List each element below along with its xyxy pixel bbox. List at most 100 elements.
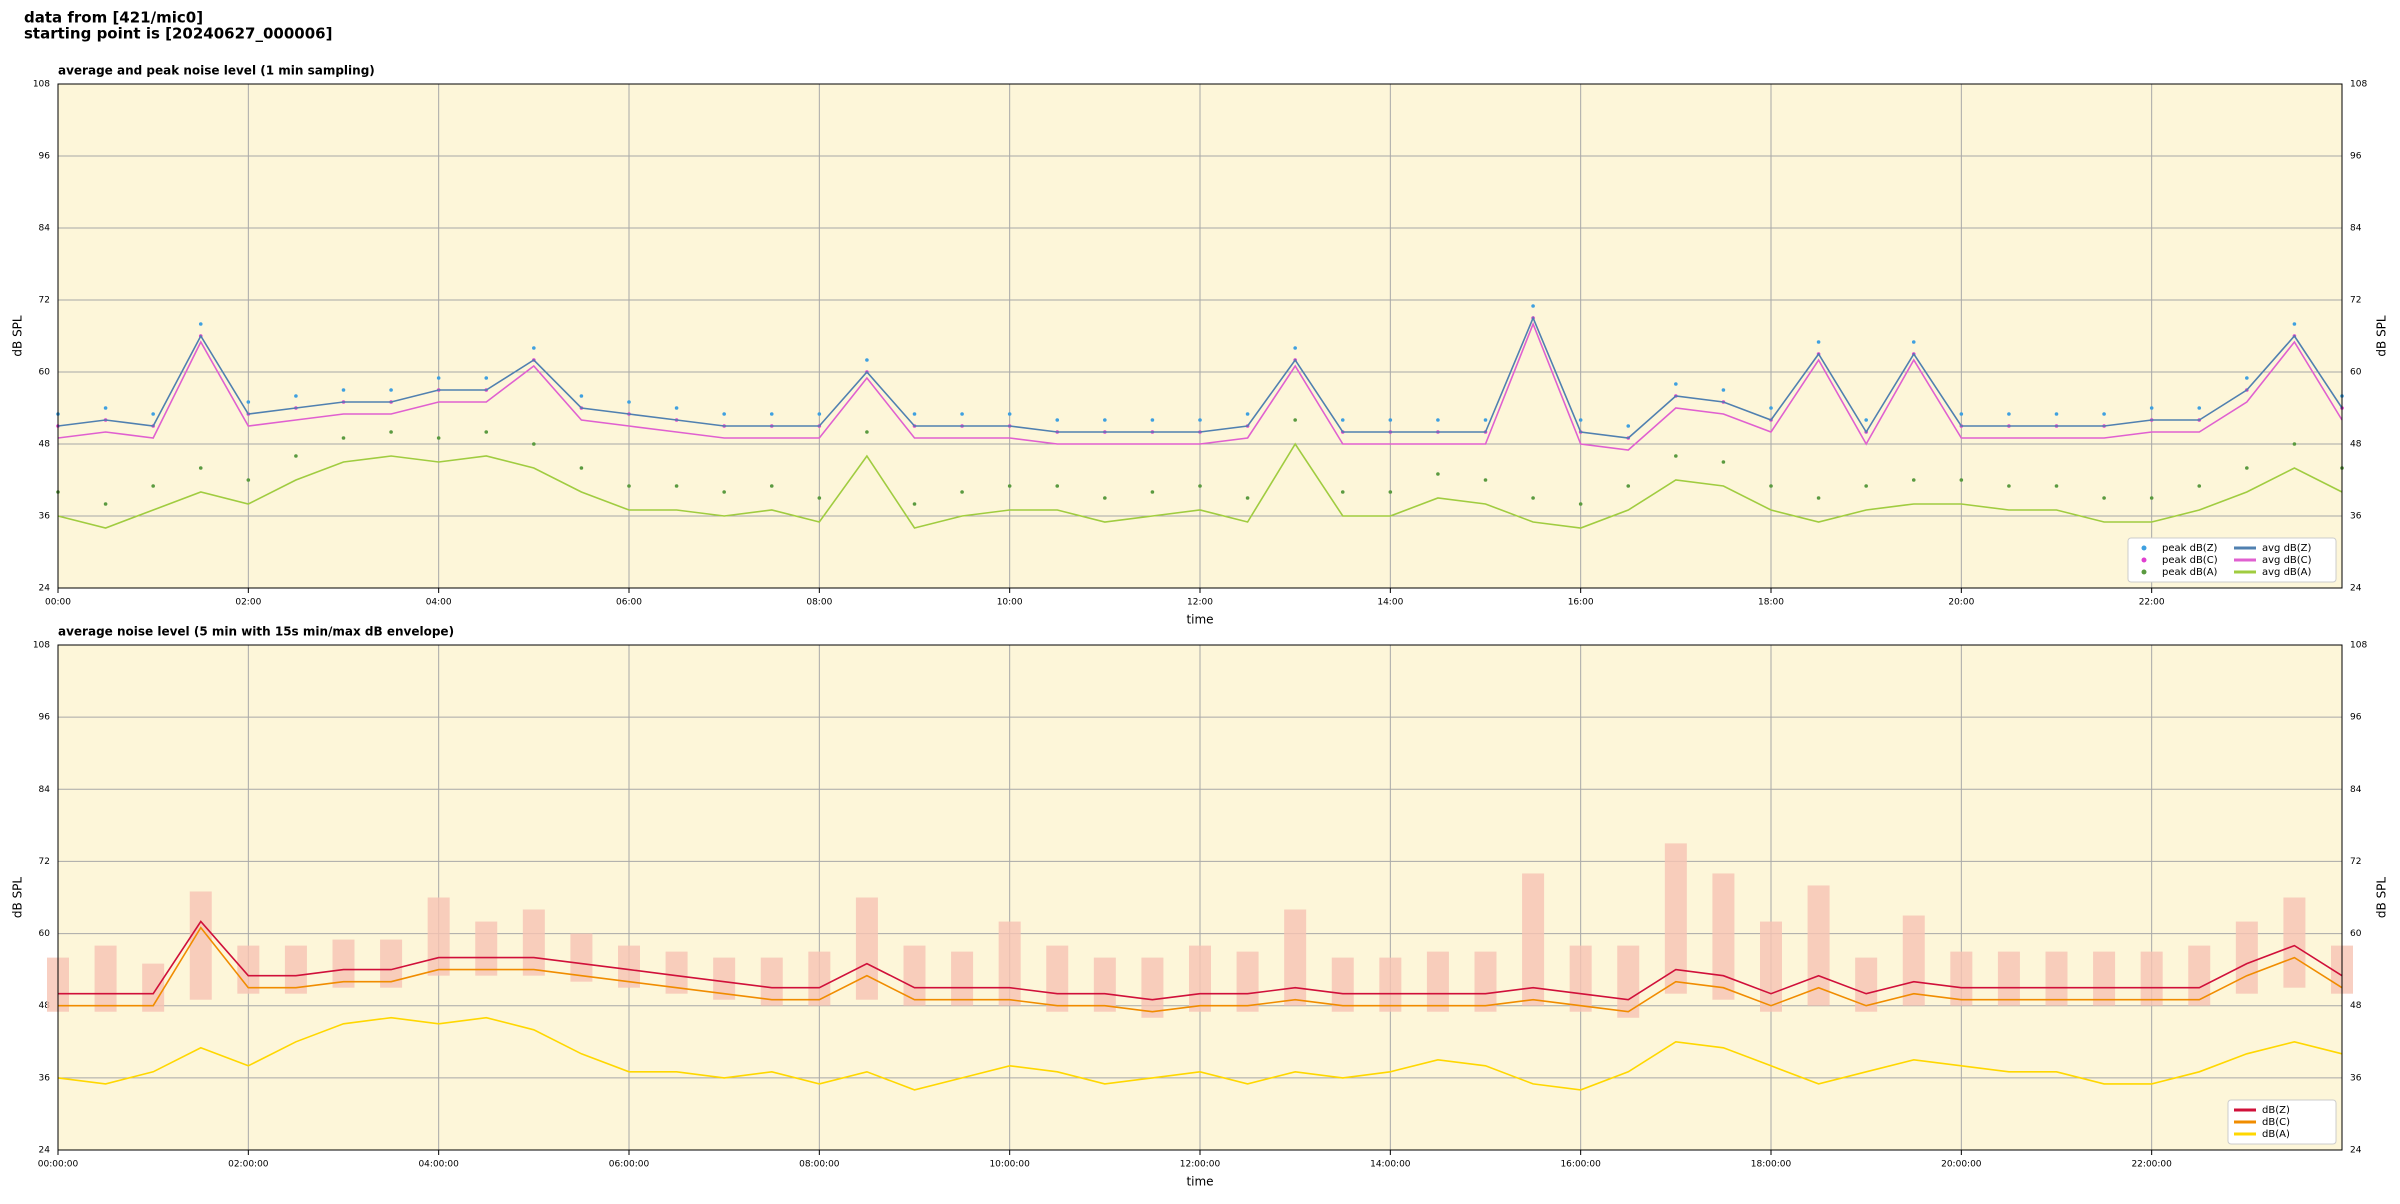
peak-point — [1578, 418, 1583, 422]
peak-point — [1007, 484, 1012, 488]
peak-point — [1911, 340, 1916, 344]
x-tick-label: 00:00 — [45, 598, 71, 608]
y-tick-label-right: 24 — [2350, 584, 2362, 594]
peak-point — [1198, 484, 1202, 488]
envelope-band — [284, 945, 307, 994]
peak-point — [674, 484, 679, 488]
x-tick-label: 02:00:00 — [228, 1160, 269, 1170]
envelope-band — [1284, 909, 1307, 1006]
peak-point — [151, 412, 155, 416]
peak-point — [2054, 484, 2059, 488]
peak-point — [865, 430, 869, 434]
envelope-band — [2093, 951, 2116, 1006]
peak-point — [1911, 478, 1916, 482]
peak-point — [2054, 412, 2059, 416]
peak-point — [1436, 418, 1440, 422]
y-tick-label: 108 — [33, 80, 50, 90]
x-tick-label: 22:00:00 — [2131, 1160, 2172, 1170]
envelope-band — [1855, 957, 1878, 1012]
peak-point — [1150, 490, 1155, 494]
peak-point — [1483, 478, 1488, 482]
peak-point — [2292, 442, 2297, 446]
peak-point — [817, 412, 822, 416]
envelope-band — [1760, 921, 1782, 1012]
y-tick-label: 60 — [39, 368, 51, 378]
x-tick-label: 10:00:00 — [989, 1160, 1030, 1170]
peak-point — [817, 496, 822, 500]
peak-point — [1816, 496, 1821, 500]
envelope-band — [1664, 843, 1687, 994]
x-tick-label: 00:00:00 — [38, 1160, 79, 1170]
peak-point — [1340, 490, 1345, 494]
envelope-band — [1331, 957, 1354, 1012]
envelope-band — [808, 951, 831, 1006]
peak-point — [2292, 322, 2297, 326]
envelope-band — [570, 933, 593, 982]
envelope-band — [475, 921, 498, 976]
envelope-band — [998, 921, 1021, 1006]
envelope-band — [903, 945, 926, 1006]
peak-point — [1103, 496, 1107, 500]
header-line: data from [421/mic0] — [24, 9, 203, 27]
envelope-band — [951, 951, 974, 1006]
x-tick-label: 12:00:00 — [1180, 1160, 1221, 1170]
series-line — [57, 321, 2343, 451]
y-tick-label: 48 — [39, 1001, 51, 1011]
plot-frame — [57, 644, 2343, 1151]
envelope-band — [760, 957, 783, 1006]
peak-point — [1055, 484, 1060, 488]
peak-point — [627, 400, 631, 404]
envelope-band — [189, 891, 212, 1000]
y-tick-label: 84 — [39, 224, 51, 234]
envelope-band — [1902, 915, 1925, 1006]
envelope-band — [2045, 951, 2068, 1006]
y-axis-label: dB SPL — [11, 877, 25, 919]
peak-point — [341, 388, 346, 392]
x-axis-label: time — [1186, 613, 1213, 627]
x-tick-label: 20:00 — [1948, 598, 1974, 608]
peak-point — [246, 400, 251, 404]
x-tick-label: 16:00:00 — [1560, 1160, 1601, 1170]
peak-point — [389, 430, 393, 434]
legend-label: dB(Z) — [2262, 1105, 2290, 1116]
x-tick-label: 14:00 — [1377, 598, 1403, 608]
x-tick-label: 08:00:00 — [799, 1160, 840, 1170]
peak-point — [627, 484, 631, 488]
x-tick-label: 06:00:00 — [609, 1160, 650, 1170]
plot-frame — [57, 83, 2343, 589]
x-tick-label: 14:00:00 — [1370, 1160, 1411, 1170]
envelope-band — [2283, 897, 2306, 988]
envelope-band — [1046, 945, 1069, 1012]
y-axis-label-right: dB SPL — [2375, 877, 2389, 919]
peak-point — [1721, 460, 1726, 464]
envelope-band — [1426, 951, 1449, 1012]
peak-point — [722, 412, 726, 416]
peak-point — [341, 436, 346, 440]
envelope-band — [2188, 945, 2211, 1006]
y-tick-label-right: 108 — [2350, 641, 2367, 651]
peak-point — [1436, 472, 1440, 476]
envelope-band — [142, 963, 165, 1012]
envelope-band — [713, 957, 736, 1000]
peak-point — [532, 442, 536, 446]
y-axis-label: dB SPL — [11, 315, 25, 357]
y-tick-label-right: 36 — [2350, 1073, 2362, 1083]
x-tick-label: 18:00 — [1758, 598, 1784, 608]
y-tick-label: 24 — [39, 1146, 51, 1156]
y-tick-label: 72 — [39, 857, 50, 867]
envelope-band — [1997, 951, 2020, 1006]
y-tick-label: 36 — [39, 1073, 51, 1083]
y-tick-label: 60 — [39, 929, 51, 939]
envelope-band — [94, 945, 117, 1012]
envelope-band — [855, 897, 878, 1000]
legend-box — [2127, 537, 2337, 583]
x-tick-label: 16:00 — [1568, 598, 1594, 608]
peak-point — [1626, 484, 1631, 488]
envelope-band — [1379, 957, 1402, 1012]
peak-point — [912, 502, 917, 506]
peak-point — [769, 484, 774, 488]
y-tick-label-right: 24 — [2350, 1146, 2362, 1156]
y-tick-label-right: 36 — [2350, 512, 2362, 522]
series-line — [58, 926, 2343, 1013]
